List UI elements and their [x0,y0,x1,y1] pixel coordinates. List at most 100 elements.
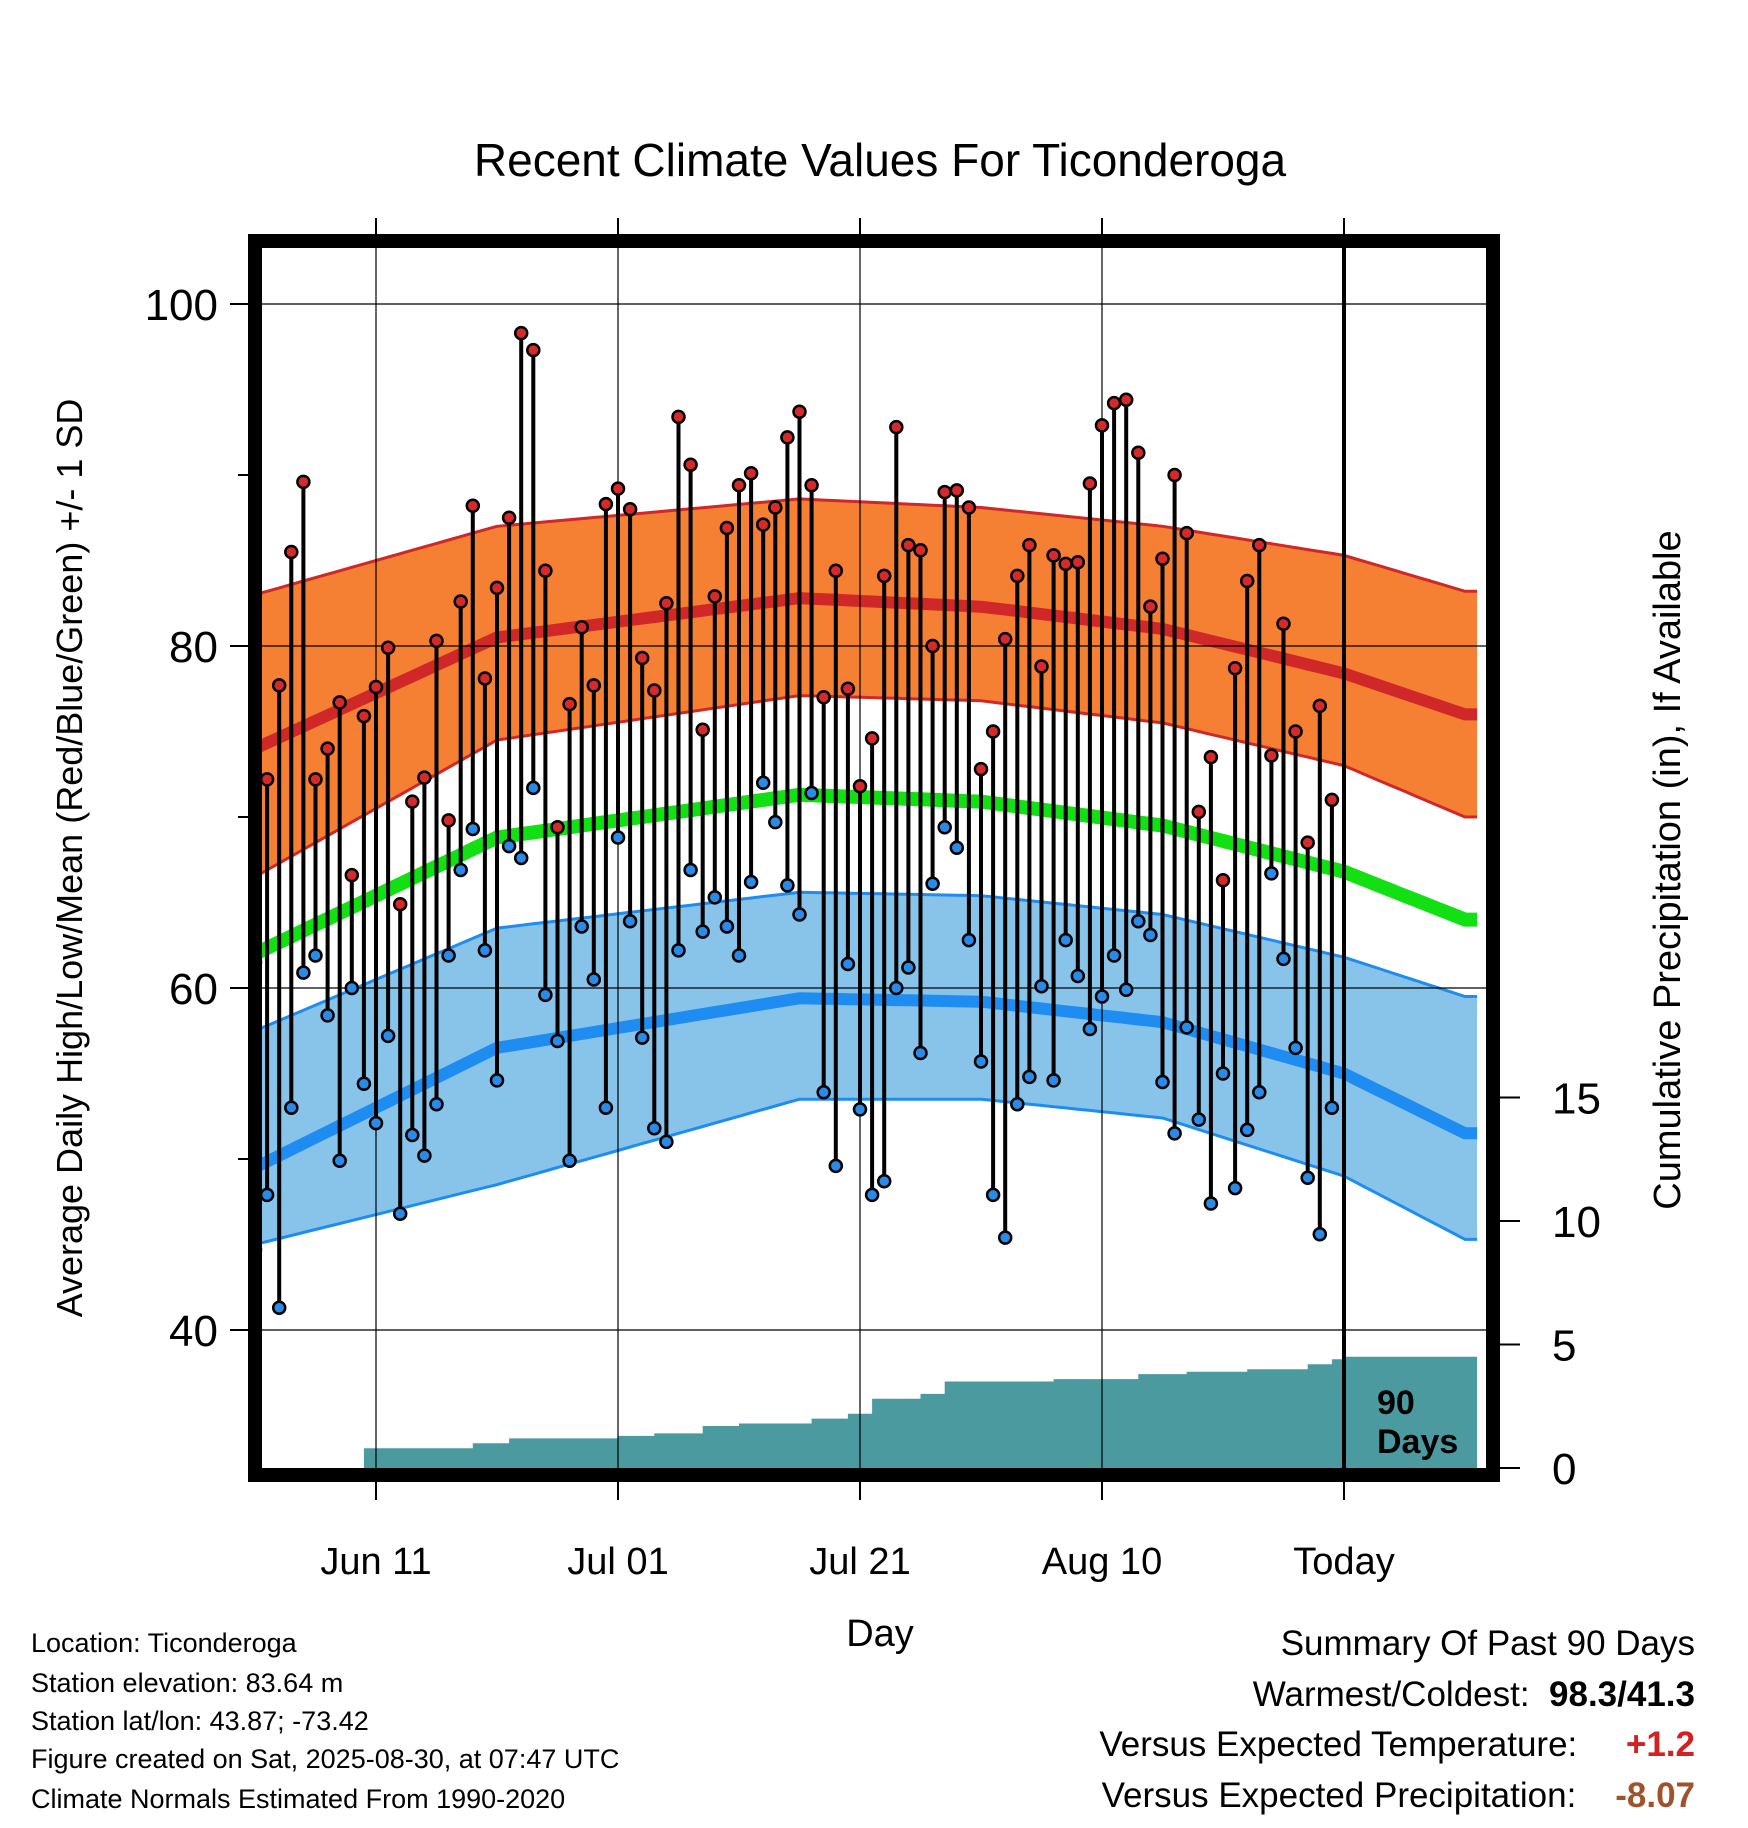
high-point [356,708,372,724]
low-point [997,1230,1013,1245]
high-point [320,741,335,756]
info-created: Figure created on Sat, 2025-08-30, at 07… [31,1744,620,1774]
info-latlon: Station lat/lon: 43.87; -73.42 [31,1706,369,1736]
chart-title: Recent Climate Values For Ticonderoga [474,134,1287,186]
low-point [441,948,456,963]
summary-temp-label: Versus Expected Temperature: [1099,1725,1578,1764]
low-point [405,1127,420,1143]
low-point [1288,1040,1303,1056]
high-point [780,430,795,445]
x-tick-label: Jun 11 [320,1541,431,1583]
high-point [755,517,771,532]
low-point [889,980,904,996]
high-point [284,544,299,560]
summary-warm-cold: Warmest/Coldest: 98.3/41.3 [1253,1675,1695,1715]
low-point [477,943,493,958]
low-point [731,948,747,963]
low-point [1082,1021,1098,1037]
low-point [1094,989,1110,1004]
high-point [368,679,384,695]
low-point [973,1054,989,1069]
low-point [1046,1073,1061,1088]
high-point [1155,551,1170,567]
low-point [538,987,553,1003]
high-point [429,633,444,649]
high-point [1312,698,1328,714]
low-point [719,919,735,934]
high-point [949,483,965,498]
low-point [840,956,856,972]
summary-temp-value: +1.2 [1625,1725,1695,1764]
high-point [901,537,916,553]
summary-precip-label: Versus Expected Precipitation: [1101,1776,1577,1815]
high-point [634,650,650,666]
high-point [961,500,977,515]
x-tick-label: Aug 10 [1042,1541,1162,1583]
low-point [1239,1122,1255,1138]
low-point [780,878,795,893]
low-point [1203,1196,1219,1211]
high-point [671,409,686,425]
low-point [949,840,965,856]
low-point [284,1100,299,1115]
low-point [1312,1226,1328,1242]
high-point [1034,659,1049,674]
daily-range-bars [265,333,1334,1308]
axes: 40 60 80 100 0 5 10 15 Jun 11 Jul 01 Jul 21 Aug 10 T… [145,218,1601,1583]
low-point [671,943,686,958]
y2-tick-label: 10 [1552,1198,1601,1247]
high-point [271,678,287,693]
low-point [1022,1069,1037,1085]
daily-points [262,325,1340,1316]
high-point [308,772,323,787]
low-point [659,1134,674,1150]
high-point [768,500,783,515]
low-point [332,1153,347,1168]
low-point [937,820,952,835]
low-point [1227,1180,1243,1196]
low-point [586,972,602,987]
low-point [1191,1112,1207,1127]
high-point [1179,525,1194,541]
high-point [840,681,856,696]
high-point [1215,873,1231,888]
low-point [1010,1097,1025,1112]
low-point [647,1120,662,1136]
high-point [876,568,892,584]
high-point [417,770,432,785]
low-point [852,1102,868,1117]
high-point [997,631,1013,647]
high-point [683,457,698,472]
high-point [731,478,747,493]
high-point [1276,616,1291,632]
low-point [622,914,638,929]
high-point [1252,537,1267,553]
y2-axis-label: Cumulative Precipitation (in), If Availa… [1647,530,1689,1209]
low-point [1143,927,1158,943]
summary-warm-cold-label: Warmest/Coldest: [1252,1675,1530,1714]
y2-tick-label: 5 [1552,1322,1576,1371]
high-point [973,761,989,777]
high-point [574,619,589,635]
high-point [743,466,759,481]
low-point [634,1030,650,1045]
low-point [1215,1066,1231,1081]
high-point [453,594,468,609]
low-point [271,1300,287,1316]
low-point [913,1045,928,1061]
window-label-count: 90 [1377,1384,1415,1422]
low-point [320,1008,335,1023]
high-point [1106,395,1122,411]
high-point [405,794,420,809]
plot-border [248,234,1500,1482]
low-point [792,907,807,922]
high-point [1191,804,1207,820]
high-point [1288,724,1303,739]
low-point [550,1033,565,1049]
low-point [707,890,723,905]
y-tick-label: 40 [169,1307,218,1356]
high-point [1131,445,1146,461]
high-point [792,404,807,419]
low-point [804,785,819,801]
